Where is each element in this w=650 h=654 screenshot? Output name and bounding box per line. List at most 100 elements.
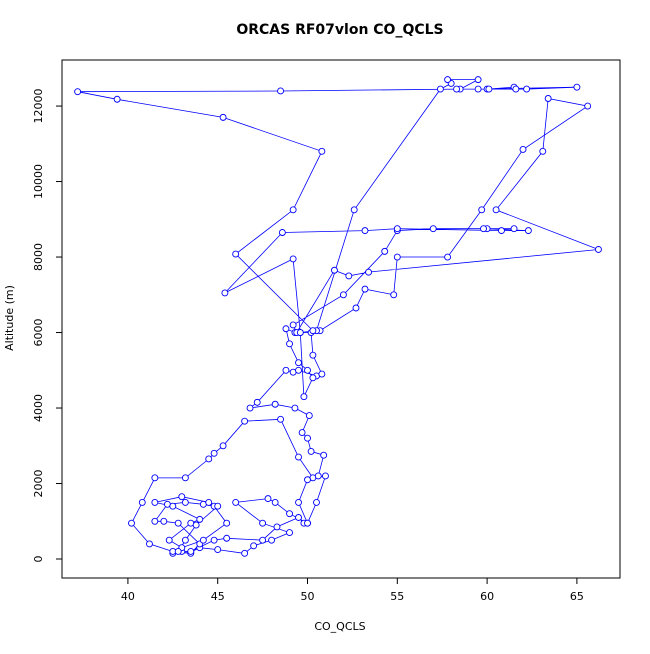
data-point — [318, 370, 326, 378]
data-point — [128, 519, 135, 527]
data-point — [146, 540, 153, 548]
data-point — [187, 548, 195, 555]
data-point — [214, 502, 222, 510]
y-tick-label: 2000 — [32, 470, 45, 498]
data-point — [241, 549, 249, 557]
data-point — [282, 366, 290, 374]
data-point — [573, 83, 581, 91]
data-point — [436, 85, 444, 93]
data-point — [381, 247, 389, 255]
y-tick-label: 12000 — [32, 89, 45, 124]
data-point — [322, 472, 329, 480]
data-point — [393, 253, 401, 261]
data-point — [181, 536, 189, 544]
data-point — [250, 542, 258, 550]
data-point — [196, 515, 204, 523]
data-point — [304, 366, 311, 374]
data-point — [345, 272, 353, 280]
data-point — [330, 266, 338, 274]
data-point — [429, 225, 437, 233]
y-tick-label: 4000 — [32, 394, 45, 422]
data-point — [544, 95, 552, 102]
data-point — [268, 536, 276, 544]
data-point — [361, 227, 369, 235]
data-point — [474, 85, 482, 93]
data-point — [289, 321, 297, 329]
data-point — [151, 474, 159, 482]
data-point — [309, 327, 317, 335]
data-point — [295, 359, 302, 367]
data-point — [219, 113, 227, 121]
data-point — [253, 398, 261, 406]
x-tick-label: 55 — [390, 590, 404, 603]
data-point — [295, 453, 302, 461]
data-point — [296, 329, 304, 336]
data-point — [309, 374, 317, 382]
y-axis-label: Altitude (m) — [3, 285, 16, 351]
y-tick-label: 6000 — [32, 319, 45, 347]
data-point — [480, 225, 487, 233]
data-point — [295, 498, 302, 506]
data-point — [318, 147, 326, 155]
data-point — [523, 85, 531, 93]
data-point — [205, 498, 213, 506]
data-point — [539, 147, 547, 155]
data-point — [214, 546, 222, 554]
data-point — [304, 434, 311, 442]
data-point — [304, 476, 311, 484]
data-point — [246, 404, 254, 412]
plot-box — [61, 59, 621, 579]
data-point — [264, 495, 272, 503]
y-tick-label: 8000 — [32, 243, 45, 271]
data-point — [181, 498, 189, 506]
data-point — [273, 523, 281, 531]
data-point — [339, 291, 347, 299]
data-point — [300, 393, 308, 401]
data-point — [174, 519, 182, 527]
data-point — [138, 498, 146, 506]
data-point — [594, 246, 602, 253]
data-point — [151, 517, 159, 525]
data-point — [498, 227, 505, 235]
data-point — [232, 250, 240, 258]
data-point — [278, 229, 286, 236]
data-point — [221, 289, 229, 297]
data-point — [519, 146, 527, 153]
data-point — [305, 412, 313, 420]
data-point — [485, 85, 493, 93]
data-point — [474, 76, 482, 84]
data-point — [181, 474, 189, 482]
data-point — [199, 536, 207, 544]
data-point — [223, 519, 231, 527]
data-point — [524, 227, 532, 235]
data-point — [289, 206, 297, 214]
x-tick-label: 65 — [570, 590, 584, 603]
data-point — [298, 429, 306, 437]
data-point — [453, 85, 461, 93]
x-axis-label: CO_QCLS — [314, 620, 365, 633]
data-point — [313, 498, 320, 506]
data-point — [160, 517, 168, 525]
data-point — [192, 521, 200, 529]
data-point — [295, 514, 302, 521]
data-point — [259, 536, 267, 544]
data-point — [295, 366, 302, 374]
data-point — [492, 206, 500, 214]
data-point — [309, 351, 317, 359]
x-tick-label: 60 — [480, 590, 494, 603]
data-point — [232, 498, 240, 506]
data-point — [174, 548, 182, 555]
y-tick-label: 10000 — [32, 164, 45, 199]
data-point — [478, 206, 486, 214]
data-point — [205, 455, 213, 463]
data-point — [393, 225, 401, 233]
data-point — [169, 502, 177, 510]
x-tick-label: 45 — [211, 590, 225, 603]
data-point — [365, 268, 373, 276]
data-point — [165, 536, 173, 544]
data-point — [584, 102, 592, 110]
data-point — [304, 519, 311, 527]
data-point — [282, 325, 290, 333]
